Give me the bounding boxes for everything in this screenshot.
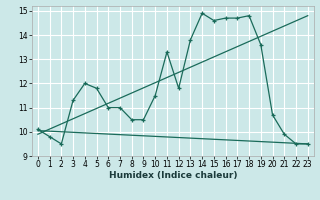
X-axis label: Humidex (Indice chaleur): Humidex (Indice chaleur) (108, 171, 237, 180)
